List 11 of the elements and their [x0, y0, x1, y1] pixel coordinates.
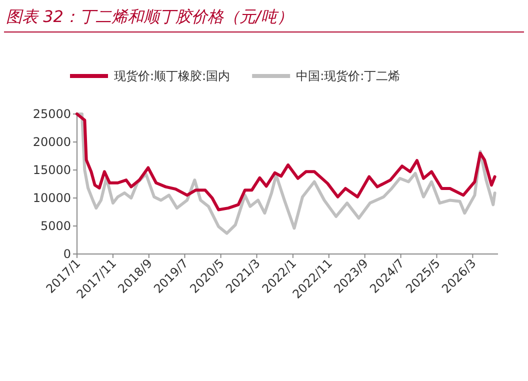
- line-series: [76, 112, 496, 212]
- y-tick-label: 0: [63, 247, 71, 261]
- legend-label: 中国:现货价:丁二烯: [296, 69, 400, 83]
- chart-title: 图表 32：丁二烯和顺丁胶价格（元/吨）: [6, 7, 293, 26]
- legend-label: 现货价:顺丁橡胶:国内: [114, 69, 230, 83]
- y-tick-label: 20000: [32, 135, 71, 149]
- y-tick-label: 25000: [32, 107, 71, 121]
- line-series: [76, 112, 496, 235]
- y-tick-label: 5000: [40, 219, 71, 233]
- y-tick-label: 10000: [32, 191, 71, 205]
- y-tick-label: 15000: [32, 163, 71, 177]
